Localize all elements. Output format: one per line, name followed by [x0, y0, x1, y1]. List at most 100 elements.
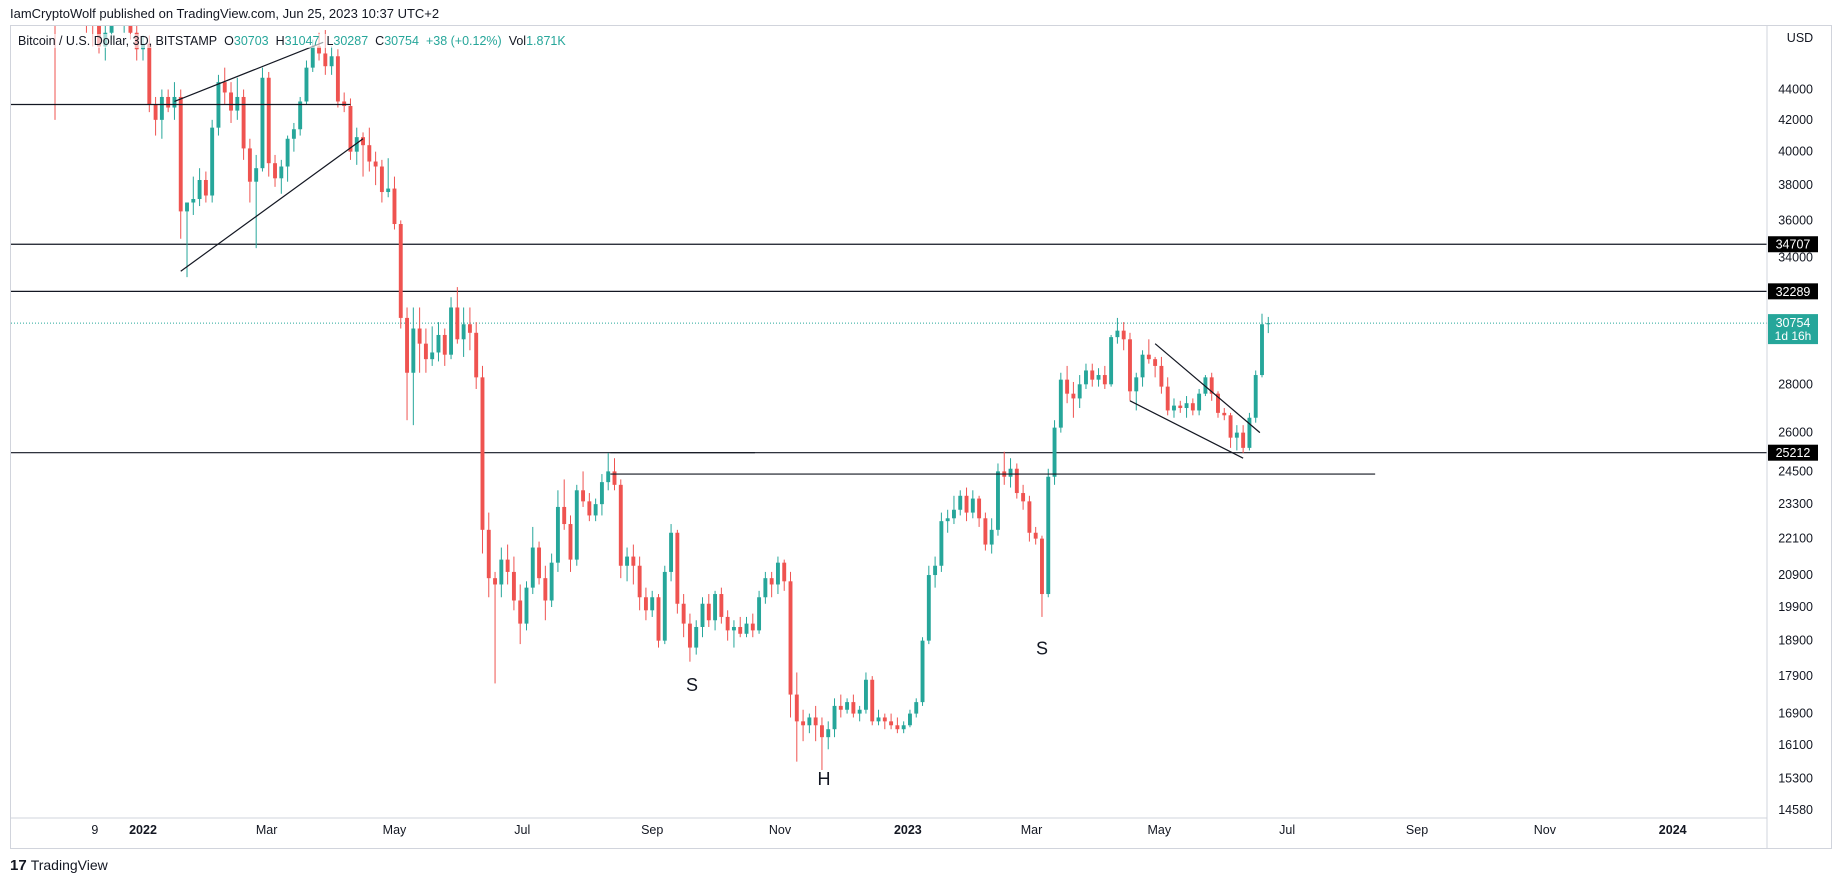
candle-up: [1260, 324, 1264, 376]
candle-down: [91, 13, 95, 26]
candle-up: [832, 705, 837, 730]
candle-up: [807, 717, 812, 726]
candle-up: [1077, 384, 1082, 399]
candle-down: [1040, 538, 1044, 595]
candle-down: [581, 490, 586, 502]
y-tick-label: 20900: [1778, 568, 1813, 582]
candle-down: [1159, 365, 1164, 387]
candle-up: [530, 547, 535, 588]
candle-up: [279, 166, 284, 179]
x-tick-label: Nov: [769, 823, 792, 837]
candle-up: [914, 702, 919, 714]
candle-down: [983, 518, 988, 545]
countdown-label: 1d 16h: [1775, 329, 1812, 343]
pattern-annotation-label: S: [1036, 639, 1048, 659]
candle-down: [656, 597, 661, 641]
last-price-label: 30754: [1776, 316, 1811, 330]
candle-up: [1058, 379, 1063, 428]
low-label: L: [326, 34, 334, 48]
candle-up: [1253, 375, 1258, 418]
candle-down: [379, 166, 384, 193]
candle-up: [386, 188, 391, 193]
candle-down: [612, 471, 617, 485]
candle-up: [1172, 405, 1176, 411]
change-value: +38 (+0.12%): [425, 34, 502, 48]
x-tick-label: Jul: [514, 823, 530, 837]
candle-down: [116, 6, 120, 17]
currency-label: USD: [1787, 31, 1813, 45]
candle-up: [549, 562, 554, 601]
candle-down: [543, 578, 548, 601]
x-tick-label: Mar: [1021, 823, 1043, 837]
y-tick-label: 44000: [1778, 83, 1813, 97]
candle-up: [354, 137, 359, 152]
symbol-legend: Bitcoin / U.S. Dollar, 3D, BITSTAMP O3070…: [18, 34, 566, 48]
candle-up: [700, 603, 705, 627]
candle-down: [813, 717, 818, 726]
open-label: O: [224, 34, 234, 48]
level-price-badge: [1768, 283, 1818, 300]
candle-up: [970, 498, 975, 513]
candle-up: [436, 334, 441, 353]
open-value: 30703: [233, 34, 269, 48]
brand-name: TradingView: [30, 857, 108, 873]
last-price-badge: [1768, 314, 1818, 345]
candle-down: [1146, 354, 1151, 360]
candle-up: [952, 509, 956, 519]
candle-down: [1014, 468, 1019, 494]
drawn-trendline: [1129, 400, 1244, 459]
y-tick-label: 34000: [1778, 251, 1813, 265]
close-label: C: [375, 34, 385, 48]
candle-up: [958, 495, 963, 510]
candle-up: [876, 717, 881, 722]
x-tick-label: Sep: [1406, 823, 1428, 837]
candle-down: [455, 307, 460, 340]
candle-down: [323, 53, 328, 67]
candle-down: [229, 92, 233, 111]
candle-up: [864, 679, 868, 710]
low-value: 30287: [333, 34, 369, 48]
candle-down: [222, 82, 227, 93]
candle-down: [706, 603, 711, 621]
candle-down: [1241, 432, 1246, 448]
candle-down: [128, 26, 133, 33]
candle-down: [474, 332, 479, 378]
y-tick-label: 40000: [1778, 145, 1813, 159]
chart-frame[interactable]: [10, 25, 1832, 849]
candle-up: [411, 328, 416, 373]
candle-down: [467, 324, 472, 333]
candle-down: [505, 559, 510, 572]
candle-down: [480, 377, 485, 530]
candle-up: [593, 504, 598, 516]
candle-up: [329, 56, 334, 67]
candle-down: [870, 679, 875, 722]
candle-down: [895, 725, 900, 730]
footer-brand[interactable]: 17 TradingView: [10, 857, 108, 874]
candle-up: [1096, 375, 1101, 380]
candle-down: [442, 334, 447, 355]
candle-up: [449, 307, 453, 355]
candle-up: [713, 594, 718, 621]
candle-up: [310, 46, 315, 68]
candle-up: [945, 518, 950, 522]
candle-up: [694, 626, 699, 648]
candle-up: [254, 168, 259, 182]
candle-up: [1109, 337, 1114, 385]
candle-up: [1084, 370, 1088, 385]
candle-down: [1027, 501, 1032, 533]
candle-down: [631, 556, 636, 566]
candle-down: [1121, 330, 1126, 340]
candle-down: [675, 532, 680, 604]
y-tick-label: 36000: [1778, 213, 1813, 227]
candle-down: [392, 188, 397, 225]
x-tick-label: May: [383, 823, 407, 837]
x-tick-label: Mar: [256, 823, 278, 837]
candle-up: [1266, 323, 1271, 325]
candle-down: [1216, 393, 1220, 413]
y-tick-label: 23300: [1778, 497, 1813, 511]
candle-down: [1102, 375, 1107, 385]
candle-down: [851, 702, 856, 714]
candle-up: [285, 138, 290, 167]
candle-down: [266, 77, 271, 164]
